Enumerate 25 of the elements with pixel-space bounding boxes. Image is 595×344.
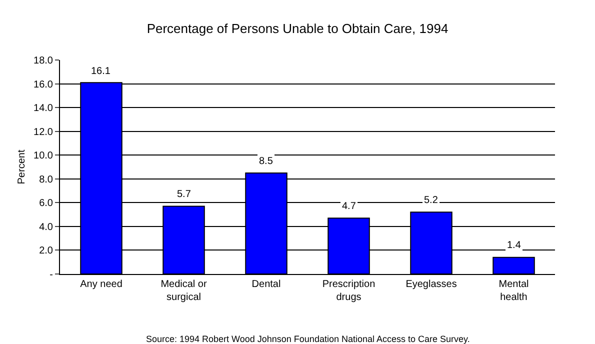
data-label: 4.7 [342,201,356,212]
x-tick-label: Prescription drugs [322,279,376,303]
y-tick-label: 8.0 [39,174,54,186]
data-label: 16.1 [91,66,111,77]
y-tick-label: 4.0 [39,222,54,233]
y-tick-label: 10.0 [34,150,54,162]
y-tick-label: 18.0 [34,56,54,66]
y-axis-title: Percent [16,150,28,184]
x-tick-label: Mental health [498,279,529,303]
data-label: 1.4 [507,240,522,251]
y-tick-label: - [50,270,53,280]
x-tick-label: Medical or surgical [160,279,208,303]
x-tick-label: Any need [80,279,122,290]
y-tick-label: 16.0 [34,79,54,90]
chart-title: Percentage of Persons Unable to Obtain Care, 1994 [146,21,448,36]
data-label: 8.5 [259,156,274,167]
x-tick-label: Dental [252,279,281,290]
x-tick-label: Eyeglasses [406,279,457,290]
y-tick-label: 14.0 [34,103,54,114]
y-tick-label: 2.0 [39,246,54,257]
data-label: 5.2 [424,195,438,206]
y-tick-label: 6.0 [39,198,54,210]
source-note: Source: 1994 Robert Wood Johnson Foundation National Access to Care Survey. [146,334,470,344]
y-tick-label: 12.0 [34,126,54,138]
data-label: 5.7 [177,189,192,200]
